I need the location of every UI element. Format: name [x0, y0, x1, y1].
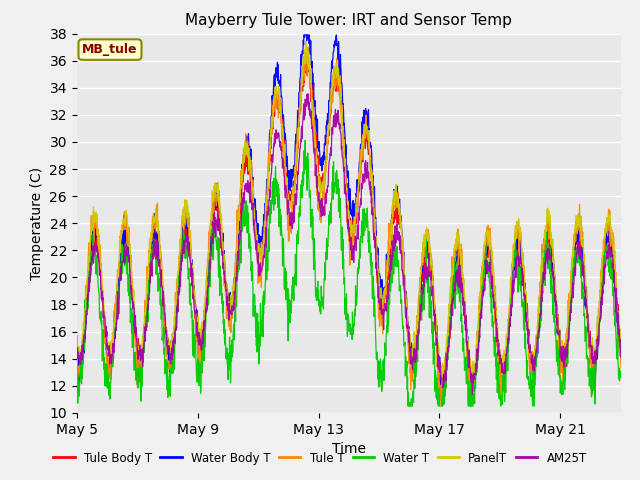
Y-axis label: Temperature (C): Temperature (C)	[30, 167, 44, 280]
Title: Mayberry Tule Tower: IRT and Sensor Temp: Mayberry Tule Tower: IRT and Sensor Temp	[186, 13, 512, 28]
X-axis label: Time: Time	[332, 442, 366, 456]
Legend: Tule Body T, Water Body T, Tule T, Water T, PanelT, AM25T: Tule Body T, Water Body T, Tule T, Water…	[49, 447, 591, 469]
Text: MB_tule: MB_tule	[82, 43, 138, 56]
